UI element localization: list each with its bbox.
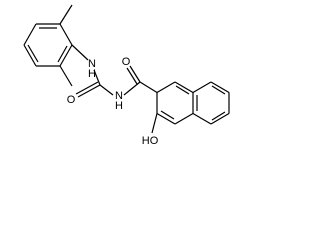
atom-label: N (115, 90, 123, 102)
atom-label: O (122, 56, 131, 68)
atom-label: HO (142, 135, 159, 147)
atom-label: H (115, 100, 123, 112)
bonds (23, 4, 230, 134)
structure-diagram: N H O N H O HO (23, 4, 230, 147)
atom-label: N (88, 58, 96, 70)
atom-labels: N H O N H O HO (67, 56, 159, 147)
atom-label: H (88, 68, 96, 80)
atom-label: O (67, 94, 76, 106)
